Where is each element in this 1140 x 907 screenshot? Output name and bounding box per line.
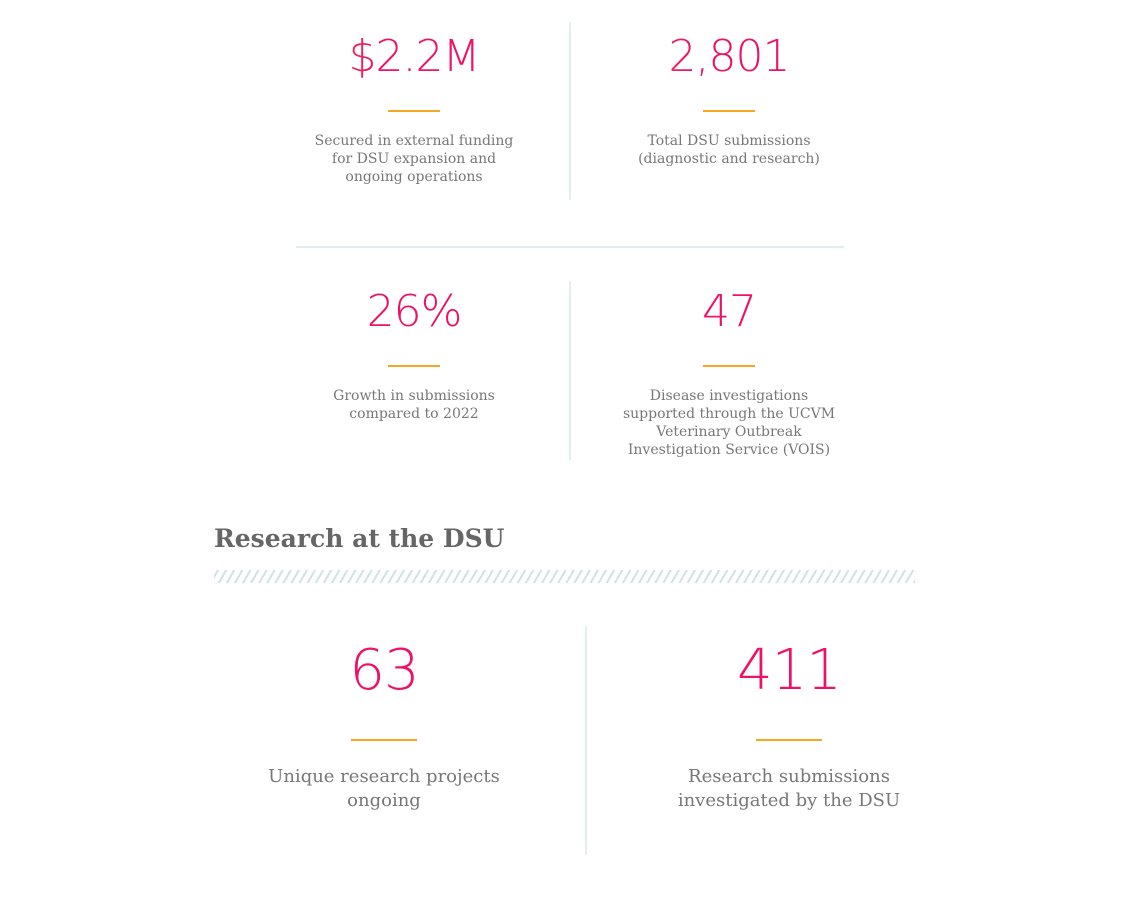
divider-vertical: [569, 22, 571, 200]
stat-value: $2.2M: [284, 32, 544, 82]
caption-line: Investigation Service (VOIS): [627, 442, 831, 458]
caption-line: Growth in submissions: [333, 388, 495, 404]
stat-research-projects: 63 Unique research projects ongoing: [234, 640, 534, 813]
divider-horizontal: [296, 246, 844, 248]
stat-value: 63: [234, 640, 534, 702]
stat-research-submissions: 411 Research submissions investigated by…: [639, 640, 939, 813]
stat-caption: Growth in submissions compared to 2022: [284, 387, 544, 423]
divider-vertical: [585, 626, 587, 855]
stat-caption: Research submissions investigated by the…: [639, 765, 939, 813]
stat-caption: Total DSU submissions (diagnostic and re…: [599, 132, 859, 168]
accent-rule: [388, 365, 440, 367]
caption-line: Total DSU submissions: [647, 133, 811, 149]
caption-line: compared to 2022: [349, 406, 479, 422]
caption-line: Veterinary Outbreak: [656, 424, 802, 440]
stat-caption: Disease investigations supported through…: [599, 387, 859, 459]
stat-funding: $2.2M Secured in external funding for DS…: [284, 32, 544, 186]
caption-line: Disease investigations: [649, 388, 809, 404]
caption-line: Secured in external funding: [314, 133, 514, 149]
caption-line: supported through the UCVM: [622, 406, 836, 422]
caption-line: ongoing: [347, 790, 421, 811]
stat-value: 26%: [284, 287, 544, 337]
stat-growth: 26% Growth in submissions compared to 20…: [284, 287, 544, 423]
accent-rule: [703, 110, 755, 112]
accent-rule: [703, 365, 755, 367]
accent-rule: [351, 739, 417, 741]
stat-value: 2,801: [599, 32, 859, 82]
caption-line: (diagnostic and research): [638, 151, 820, 167]
hatched-divider: [214, 570, 915, 583]
accent-rule: [756, 739, 822, 741]
stat-investigations: 47 Disease investigations supported thro…: [599, 287, 859, 459]
divider-vertical: [569, 281, 571, 460]
stat-value: 47: [599, 287, 859, 337]
caption-line: ongoing operations: [345, 169, 483, 185]
stat-caption: Secured in external funding for DSU expa…: [284, 132, 544, 186]
caption-line: Unique research projects: [268, 766, 500, 787]
stat-caption: Unique research projects ongoing: [234, 765, 534, 813]
stat-value: 411: [639, 640, 939, 702]
section-heading: Research at the DSU: [214, 524, 505, 553]
caption-line: Research submissions: [688, 766, 890, 787]
caption-line: for DSU expansion and: [331, 151, 497, 167]
caption-line: investigated by the DSU: [677, 790, 901, 811]
accent-rule: [388, 110, 440, 112]
stat-submissions: 2,801 Total DSU submissions (diagnostic …: [599, 32, 859, 168]
